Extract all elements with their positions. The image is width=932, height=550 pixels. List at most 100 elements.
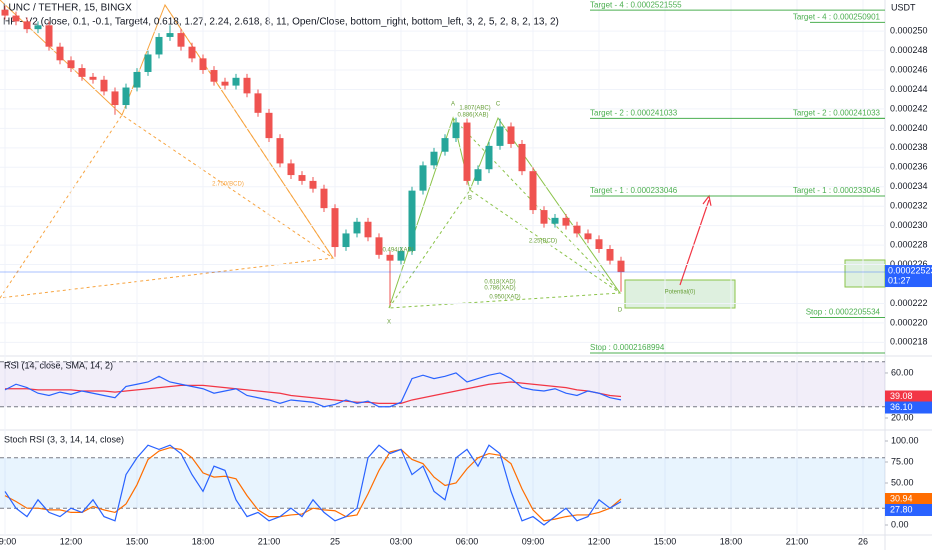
x-tick-label: 12:00 <box>588 536 611 546</box>
candle-body <box>342 233 350 248</box>
candle-body <box>364 221 372 238</box>
candle-body <box>122 87 130 106</box>
x-tick-label: 18:00 <box>720 536 743 546</box>
candle-body <box>309 180 317 189</box>
candle-body <box>155 36 163 55</box>
candle-body <box>518 143 526 172</box>
pattern-label: Potential(0) <box>665 290 696 296</box>
candle-body <box>177 33 185 47</box>
y-tick-label: 0.000222 <box>890 298 928 308</box>
last-value-box <box>885 493 932 506</box>
y-tick-label: 0.000246 <box>890 64 928 74</box>
candle-body <box>12 15 20 22</box>
y-tick-label: 0.000248 <box>890 45 928 55</box>
y-tick-label: 0.000242 <box>890 103 928 113</box>
indicator-line <box>4 372 622 408</box>
candle-body <box>617 260 625 273</box>
target-label: Target - 2 : 0.000241033 <box>590 108 678 117</box>
candle-body <box>1 9 9 16</box>
y-tick-label: 0.000238 <box>890 142 928 152</box>
last-value-label: 27.80 <box>890 504 913 514</box>
target-label: Stop : 0.0002205534 <box>806 308 881 317</box>
target-label: Target - 2 : 0.000241033 <box>793 108 881 117</box>
y-tick-label: 0.000232 <box>890 201 928 211</box>
y-tick-label: 0.000230 <box>890 220 928 230</box>
y-tick-label: 50.00 <box>891 477 914 487</box>
currency-label: USDT <box>891 2 916 12</box>
x-tick-label: 21:00 <box>786 536 809 546</box>
x-tick-label: 03:00 <box>390 536 413 546</box>
x-tick-label: 09:00 <box>0 536 16 546</box>
indicator-title: HP - V2 (close, 0.1, -0.1, Target4, 0.61… <box>3 17 559 28</box>
candle-body <box>111 91 119 106</box>
candle-body <box>507 126 515 144</box>
candle-body <box>408 190 416 251</box>
y-tick-label: 60.00 <box>891 367 914 377</box>
pattern-label: 2.25(BCD) <box>529 239 557 245</box>
indicator-title: RSI (14, close, SMA, 14, 2) <box>4 360 113 370</box>
pattern-label: A <box>451 102 455 108</box>
last-value-label: 36.10 <box>890 402 913 412</box>
candle-body <box>452 122 460 139</box>
pattern-label: C <box>496 102 501 108</box>
pattern-label: D <box>618 308 623 314</box>
candle-body <box>540 210 548 224</box>
indicator-title: Stoch RSI (3, 3, 14, 14, close) <box>4 434 124 444</box>
candle-body <box>199 58 207 71</box>
candle-body <box>353 221 361 234</box>
x-tick-label: 06:00 <box>456 536 479 546</box>
candle-body <box>375 237 383 255</box>
target-label: Target - 1 : 0.000233046 <box>793 186 881 195</box>
candle-body <box>529 171 537 211</box>
candle-body <box>584 233 592 240</box>
pattern-label: X <box>387 320 391 326</box>
candle-body <box>232 77 240 86</box>
x-tick-label: 15:00 <box>126 536 149 546</box>
candle-body <box>474 169 482 181</box>
y-tick-label: 75.00 <box>891 456 914 466</box>
candle-body <box>265 112 273 139</box>
last-price-label: 0.00022523 <box>888 265 932 275</box>
target-label: Target - 1 : 0.000233046 <box>590 186 678 195</box>
last-value-box <box>885 401 932 414</box>
pattern-label: 2.750(BCD) <box>212 182 244 188</box>
x-tick-label: 15:00 <box>654 536 677 546</box>
candle-body <box>166 33 174 37</box>
last-value-box <box>885 390 932 403</box>
candle-body <box>441 138 449 152</box>
y-tick-label: 0.000240 <box>890 123 928 133</box>
y-tick-label: 0.00 <box>891 519 909 529</box>
last-price-box <box>885 265 932 288</box>
candle-body <box>397 250 405 261</box>
pattern-label: 1.807(ABC) <box>459 106 490 112</box>
candle-body <box>45 25 53 47</box>
x-tick-label: 18:00 <box>192 536 215 546</box>
last-value-label: 30.94 <box>890 493 913 503</box>
target-label: Target - 4 : 0.0002521555 <box>590 0 682 9</box>
candle-body <box>386 254 394 261</box>
y-tick-label: 100.00 <box>891 435 919 445</box>
pattern-label: 0.618(XAD) <box>484 280 515 286</box>
target-label: Stop : 0.0002168994 <box>590 343 665 352</box>
candle-body <box>430 151 438 166</box>
candle-body <box>551 217 559 224</box>
candle-body <box>496 126 504 146</box>
candle-body <box>562 217 570 226</box>
candle-body <box>188 46 196 59</box>
candle-body <box>56 46 64 61</box>
pattern-label: 0.494(XAB) <box>382 248 413 254</box>
y-tick-label: 0.000226 <box>890 259 928 269</box>
indicator-line <box>4 447 622 522</box>
x-tick-label: 12:00 <box>60 536 83 546</box>
candle-body <box>100 79 108 92</box>
pattern-label: 0.786(XAD) <box>484 286 515 292</box>
pattern-line <box>388 116 621 309</box>
countdown-label: 01:27 <box>888 275 911 285</box>
candle-body <box>606 248 614 261</box>
candle-body <box>463 122 471 181</box>
indicator-line <box>4 444 622 526</box>
y-tick-label: 0.000234 <box>890 181 928 191</box>
last-value-box <box>885 504 932 517</box>
candle-body <box>67 60 75 69</box>
